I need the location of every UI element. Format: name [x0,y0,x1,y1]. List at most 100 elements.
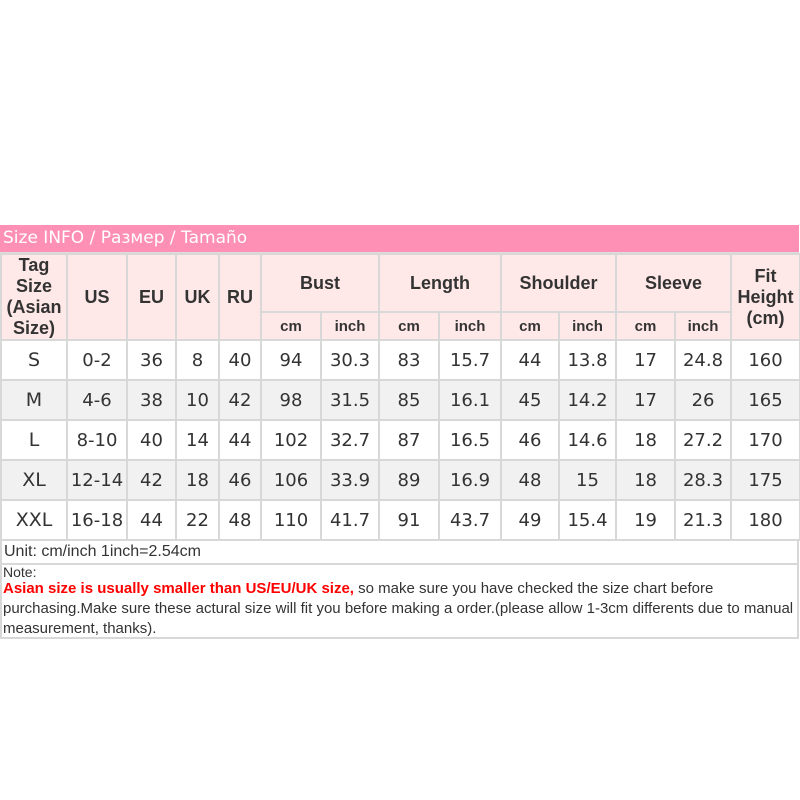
table-cell: 21.3 [674,499,733,541]
table-cell: 8 [175,339,220,381]
table-cell: 89 [378,459,440,501]
table-cell: 28.3 [674,459,733,501]
subheader-inch: inch [438,311,502,341]
size-table: Tag Size (Asian Size) US EU UK RU Bust L… [0,253,800,541]
table-cell: 30.3 [320,339,380,381]
table-cell: 43.7 [438,499,502,541]
table-cell: M [0,379,68,421]
table-row: M 4-6 38 10 42 98 31.5 85 16.1 45 14.2 17 26 165 [0,379,800,421]
table-cell: 0-2 [66,339,128,381]
table-cell: 33.9 [320,459,380,501]
table-cell: 31.5 [320,379,380,421]
table-cell: 17 [615,339,677,381]
header-sleeve: Sleeve [615,253,733,313]
table-cell: 26 [674,379,733,421]
subheader-inch: inch [320,311,380,341]
table-cell: 94 [260,339,322,381]
header-shoulder: Shoulder [499,253,618,313]
size-chart: Size INFO / Размер / Tamaño Tag Size (As… [0,225,800,639]
note-text: so make sure you have checked the size c… [3,580,794,637]
table-cell: L [0,419,68,461]
table-cell: 165 [730,379,800,421]
table-cell: 42 [218,379,262,421]
table-row: XXL 16-18 44 22 48 110 41.7 91 43.7 49 15.4 19 21.3 1… [0,499,800,541]
chart-title: Size INFO / Размер / Tamaño [0,225,799,253]
table-cell: 24.8 [674,339,733,381]
table-cell: 110 [260,499,322,541]
header-uk: UK [175,253,220,341]
subheader-cm: cm [500,311,560,341]
table-cell: 98 [260,379,322,421]
table-row: S 0-2 36 8 40 94 30.3 83 15.7 44 13.8 17 24.8 160 [0,339,800,381]
table-cell: 15 [557,459,618,501]
table-cell: 12-14 [66,459,128,501]
table-cell: 18 [615,459,677,501]
table-cell: 175 [730,459,800,501]
table-cell: 106 [260,459,322,501]
table-cell: 38 [126,379,177,421]
table-cell: XL [0,459,68,501]
table-cell: 170 [730,419,800,461]
table-cell: 87 [378,419,440,461]
table-cell: 17 [615,379,677,421]
table-cell: 18 [175,459,220,501]
header-us: US [66,253,128,341]
note: Note: Asian size is usually smaller than … [0,565,799,639]
table-cell: 85 [378,379,440,421]
table-cell: 40 [126,419,177,461]
table-cell: XXL [0,499,68,541]
table-cell: 160 [730,339,800,381]
table-cell: 42 [126,459,177,501]
table-cell: 10 [175,379,220,421]
header-fit-height: Fit Height (cm) [730,253,800,341]
table-cell: 180 [730,499,800,541]
subheader-cm: cm [260,311,322,341]
header-bust: Bust [260,253,380,313]
table-cell: 46 [218,459,262,501]
table-row: L 8-10 40 14 44 102 32.7 87 16.5 46 14.6 18 27.2 170 [0,419,800,461]
table-cell: 16-18 [66,499,128,541]
table-cell: 48 [218,499,262,541]
table-cell: 44 [500,339,560,381]
table-cell: 27.2 [674,419,733,461]
table-cell: 16.9 [438,459,502,501]
table-cell: 8-10 [66,419,128,461]
table-cell: 40 [218,339,262,381]
subheader-cm: cm [378,311,440,341]
table-cell: 41.7 [320,499,380,541]
table-cell: 4-6 [66,379,128,421]
table-cell: 102 [260,419,322,461]
table-cell: 14.6 [557,419,618,461]
header-length: Length [378,253,502,313]
table-cell: 45 [500,379,560,421]
subheader-cm: cm [615,311,677,341]
table-cell: 19 [615,499,677,541]
table-cell: 22 [175,499,220,541]
subheader-inch: inch [557,311,618,341]
note-warning: Asian size is usually smaller than US/EU… [3,580,354,597]
table-cell: 16.5 [438,419,502,461]
table-cell: 83 [378,339,440,381]
table-cell: 18 [615,419,677,461]
table-cell: 15.7 [438,339,502,381]
table-cell: 14 [175,419,220,461]
table-cell: 48 [500,459,560,501]
table-cell: 49 [500,499,560,541]
table-cell: 91 [378,499,440,541]
table-cell: 14.2 [557,379,618,421]
note-label: Note: [3,565,37,580]
unit-note: Unit: cm/inch 1inch=2.54cm [0,541,799,565]
table-cell: 32.7 [320,419,380,461]
header-eu: EU [126,253,177,341]
table-cell: 16.1 [438,379,502,421]
table-row: XL 12-14 42 18 46 106 33.9 89 16.9 48 15 18 28.3 175 [0,459,800,501]
table-cell: 44 [126,499,177,541]
table-cell: 36 [126,339,177,381]
table-cell: S [0,339,68,381]
subheader-inch: inch [674,311,733,341]
table-cell: 13.8 [557,339,618,381]
table-cell: 15.4 [557,499,618,541]
table-cell: 46 [500,419,560,461]
table-cell: 44 [218,419,262,461]
header-tag-size: Tag Size (Asian Size) [0,253,68,341]
